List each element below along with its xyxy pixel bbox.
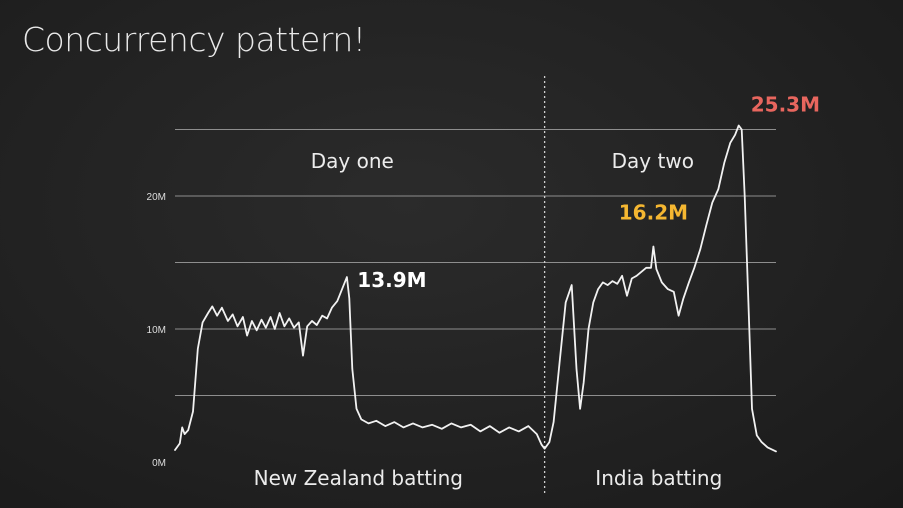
peak-annotation: 13.9M: [357, 268, 426, 292]
y-tick-label: 10M: [147, 325, 166, 336]
innings-label: New Zealand batting: [254, 466, 463, 490]
innings-label: India batting: [595, 466, 722, 490]
section-label: Day one: [311, 149, 394, 173]
peak-annotation: 25.3M: [751, 93, 820, 117]
peak-annotation: 16.2M: [619, 201, 688, 225]
series-line: [174, 124, 777, 453]
section-label: Day two: [612, 149, 694, 173]
slide-title: Concurrency pattern!: [22, 20, 366, 59]
y-tick-label: 20M: [147, 192, 166, 203]
y-tick-label: 0M: [152, 458, 166, 469]
